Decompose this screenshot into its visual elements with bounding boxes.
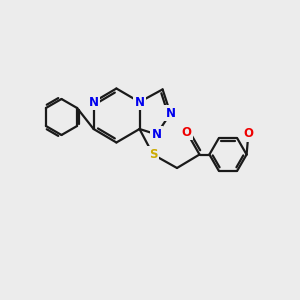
Text: N: N — [165, 107, 176, 120]
Text: O: O — [243, 127, 254, 140]
Text: N: N — [88, 95, 99, 109]
Text: O: O — [182, 125, 192, 139]
Text: N: N — [134, 95, 145, 109]
Text: S: S — [149, 148, 157, 161]
Text: N: N — [152, 128, 162, 141]
